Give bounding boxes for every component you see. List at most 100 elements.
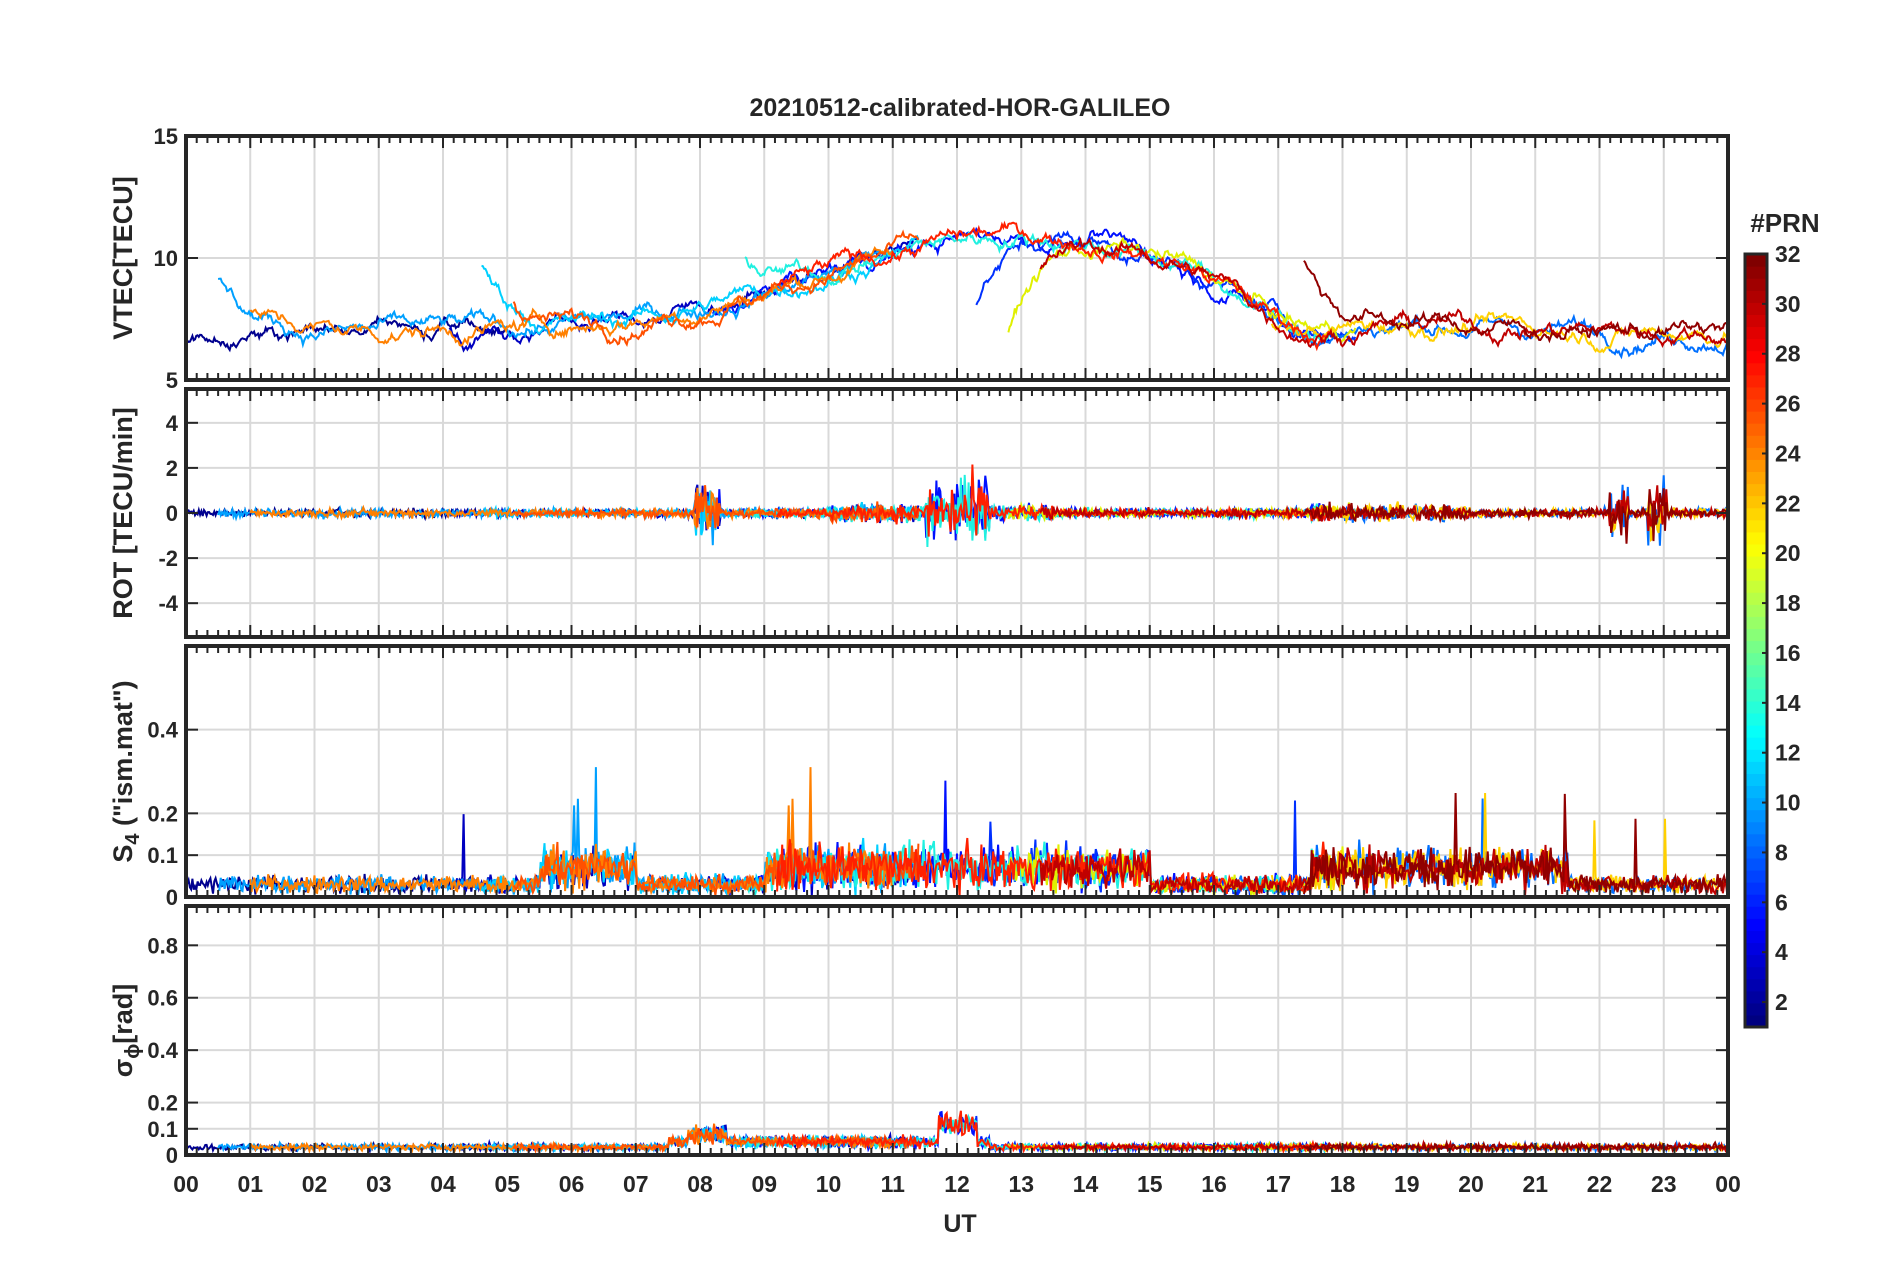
y-tick-label: 0.2 bbox=[147, 1091, 178, 1116]
x-tick-label: 02 bbox=[302, 1171, 328, 1197]
colorbar-tick-label: 30 bbox=[1775, 291, 1801, 317]
x-tick-label: 03 bbox=[366, 1171, 392, 1197]
series-line-prn-27 bbox=[777, 220, 1331, 352]
x-axis-label: UT bbox=[943, 1210, 976, 1238]
colorbar-swatch bbox=[1745, 290, 1767, 303]
colorbar-swatch bbox=[1745, 797, 1767, 811]
y-tick-label: 0 bbox=[166, 1143, 178, 1168]
colorbar-swatch bbox=[1745, 531, 1767, 545]
series-line-prn-31 bbox=[1303, 1139, 1728, 1154]
colorbar-swatch bbox=[1745, 374, 1767, 388]
colorbar-swatch bbox=[1745, 882, 1767, 895]
series-group bbox=[186, 220, 1728, 360]
colorbar-swatch bbox=[1745, 700, 1767, 714]
colorbar-swatch bbox=[1745, 966, 1767, 980]
colorbar-tick-label: 20 bbox=[1775, 540, 1801, 566]
colorbar-swatch bbox=[1745, 628, 1767, 642]
series-line-prn-31 bbox=[1302, 488, 1728, 544]
x-tick-label: 06 bbox=[559, 1171, 585, 1197]
x-tick-label: 14 bbox=[1073, 1171, 1099, 1197]
colorbar-swatch bbox=[1745, 326, 1767, 340]
colorbar-swatch bbox=[1745, 725, 1767, 738]
colorbar-swatch bbox=[1745, 459, 1767, 473]
colorbar-swatch bbox=[1745, 543, 1767, 557]
y-tick-label: 5 bbox=[166, 368, 178, 393]
y-tick-label: 0.4 bbox=[147, 718, 178, 743]
y-tick-label: 15 bbox=[154, 124, 178, 149]
x-tick-label: 01 bbox=[237, 1171, 263, 1197]
colorbar-swatch bbox=[1745, 302, 1767, 315]
colorbar-tick-label: 8 bbox=[1775, 839, 1788, 865]
colorbar-swatch bbox=[1745, 495, 1767, 509]
series-line-prn-27 bbox=[776, 1110, 1331, 1155]
colorbar-swatch bbox=[1745, 652, 1767, 666]
chart-title: 20210512-calibrated-HOR-GALILEO bbox=[750, 94, 1171, 122]
colorbar-swatch bbox=[1745, 688, 1767, 702]
colorbar-swatch bbox=[1745, 821, 1767, 835]
series-line-prn-19 bbox=[1007, 236, 1357, 344]
colorbar-swatch bbox=[1745, 978, 1767, 992]
colorbar-swatch bbox=[1745, 954, 1767, 968]
x-tick-label: 00 bbox=[1715, 1171, 1741, 1197]
colorbar-swatch bbox=[1745, 990, 1767, 1004]
y-tick-label: 0.1 bbox=[147, 1117, 178, 1142]
y-tick-label: 0 bbox=[166, 885, 178, 910]
colorbar-swatch bbox=[1745, 254, 1767, 267]
colorbar-swatch bbox=[1745, 761, 1767, 774]
colorbar-tick-label: 10 bbox=[1775, 790, 1801, 816]
colorbar-swatch bbox=[1745, 338, 1767, 352]
series-line-prn-1 bbox=[186, 314, 509, 353]
colorbar-label: #PRN bbox=[1750, 208, 1819, 238]
colorbar-swatch bbox=[1745, 483, 1767, 497]
series-line-prn-26 bbox=[512, 229, 920, 348]
x-tick-label: 13 bbox=[1008, 1171, 1034, 1197]
x-tick-label: 20 bbox=[1458, 1171, 1484, 1197]
colorbar-swatch bbox=[1745, 640, 1767, 654]
colorbar-swatch bbox=[1745, 869, 1767, 883]
panel-sigphi: 00.10.2 0.4 0.6 0.8 σϕ[rad] bbox=[108, 904, 1730, 1168]
colorbar-swatch bbox=[1745, 616, 1767, 630]
colorbar-swatch bbox=[1745, 471, 1767, 485]
colorbar-tick-label: 2 bbox=[1775, 989, 1788, 1015]
colorbar-frame bbox=[1743, 252, 1769, 1029]
colorbar-swatch bbox=[1745, 664, 1767, 678]
colorbar-swatch bbox=[1745, 580, 1767, 593]
colorbar-swatch bbox=[1745, 785, 1767, 799]
y-tick-label: -2 bbox=[158, 546, 178, 571]
colorbar-swatch bbox=[1745, 676, 1767, 690]
colorbar-tick-label: 32 bbox=[1775, 241, 1801, 267]
y-tick-label: 10 bbox=[154, 246, 178, 271]
colorbar-swatch bbox=[1745, 568, 1767, 581]
y-tick-label: 0.1 bbox=[147, 843, 178, 868]
colorbar-swatch bbox=[1745, 592, 1767, 605]
colorbar-swatch bbox=[1745, 398, 1767, 412]
y-axis-label: σϕ[rad] bbox=[108, 984, 144, 1077]
x-tick-label: 21 bbox=[1522, 1171, 1548, 1197]
series-line-prn-31 bbox=[1302, 792, 1728, 895]
colorbar-swatch bbox=[1745, 314, 1767, 328]
x-tick-label: 09 bbox=[751, 1171, 777, 1197]
colorbar-swatch bbox=[1745, 278, 1767, 291]
colorbar-swatch bbox=[1745, 942, 1767, 956]
x-tick-label: 15 bbox=[1137, 1171, 1163, 1197]
y-tick-label: 0.8 bbox=[147, 933, 178, 958]
colorbar-swatch bbox=[1745, 447, 1767, 460]
colorbar-swatch bbox=[1745, 857, 1767, 871]
colorbar-tick-label: 12 bbox=[1775, 740, 1801, 766]
colorbar-swatch bbox=[1745, 507, 1767, 521]
series-line-prn-30 bbox=[1039, 1139, 1728, 1154]
x-tick-label: 16 bbox=[1201, 1171, 1227, 1197]
x-tick-label: 19 bbox=[1394, 1171, 1420, 1197]
y-axis-label: S4 ("ism.mat") bbox=[108, 680, 144, 862]
colorbar-swatch bbox=[1745, 435, 1767, 448]
colorbar-tick-label: 18 bbox=[1775, 590, 1801, 616]
x-tick-label: 07 bbox=[623, 1171, 649, 1197]
series-line-prn-31 bbox=[1303, 260, 1728, 344]
colorbar-swatch bbox=[1745, 894, 1767, 907]
colorbar-swatch bbox=[1745, 930, 1767, 944]
series-line-prn-12 bbox=[744, 231, 1331, 342]
colorbar-swatch bbox=[1745, 362, 1767, 376]
colorbar-tick-label: 22 bbox=[1775, 490, 1801, 516]
